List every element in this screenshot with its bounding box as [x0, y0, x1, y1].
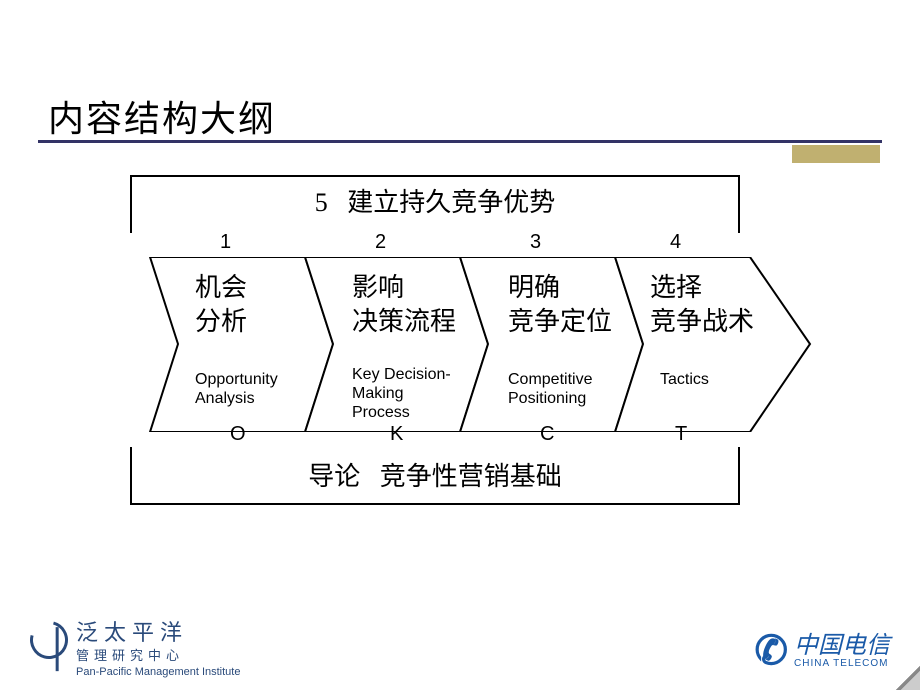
bottom-box-right: 竞争性营销基础	[380, 462, 562, 491]
stage-num-2: 2	[375, 231, 386, 254]
top-box-label: 建立持久竞争优势	[347, 188, 555, 217]
left-logo-en: Pan-Pacific Management Institute	[76, 666, 240, 678]
left-logo-icon	[23, 614, 75, 666]
bottom-box: 导论 竞争性营销基础	[130, 447, 740, 505]
stage-letter-2: K	[390, 423, 403, 446]
stage4-cn: 选择 竞争战术	[650, 271, 754, 339]
top-box: 5 建立持久竞争优势	[130, 175, 740, 233]
stage-letter-1: O	[230, 423, 246, 446]
footer: 泛太平洋 管理研究中心 Pan-Pacific Management Insti…	[0, 610, 920, 690]
right-logo: ✆ 中国电信 CHINA TELECOM	[754, 628, 890, 674]
bottom-box-left: 导论	[308, 462, 360, 491]
right-logo-en: CHINA TELECOM	[794, 658, 890, 669]
stage-letter-4: T	[675, 423, 687, 446]
stage3-en: Competitive Positioning	[508, 370, 592, 408]
content-diagram: 5 建立持久竞争优势 1 2 3 4 机会 分析 Opportunity Ana…	[130, 175, 810, 505]
left-logo: 泛太平洋 管理研究中心 Pan-Pacific Management Insti…	[30, 621, 240, 678]
left-logo-cn1: 泛太平洋	[76, 621, 240, 645]
title-rule	[38, 140, 882, 143]
left-logo-cn2: 管理研究中心	[76, 645, 240, 664]
stage2-cn: 影响 决策流程	[352, 271, 456, 339]
top-box-num: 5	[315, 188, 328, 217]
stage-letter-3: C	[540, 423, 554, 446]
slide-title: 内容结构大纲	[48, 90, 276, 142]
stage2-en: Key Decision- Making Process	[352, 365, 451, 422]
stage-num-4: 4	[670, 231, 681, 254]
stage4-en: Tactics	[660, 370, 709, 389]
page-corner-fold	[896, 666, 920, 690]
right-logo-icon: ✆	[754, 628, 788, 674]
right-logo-cn: 中国电信	[794, 634, 890, 658]
stage1-cn: 机会 分析	[195, 271, 247, 339]
stage-num-1: 1	[220, 231, 231, 254]
stage1-en: Opportunity Analysis	[195, 370, 278, 408]
accent-bar	[792, 145, 880, 163]
stage-num-3: 3	[530, 231, 541, 254]
stage3-cn: 明确 竞争定位	[508, 271, 612, 339]
stage-letters: O K C T	[130, 423, 810, 449]
